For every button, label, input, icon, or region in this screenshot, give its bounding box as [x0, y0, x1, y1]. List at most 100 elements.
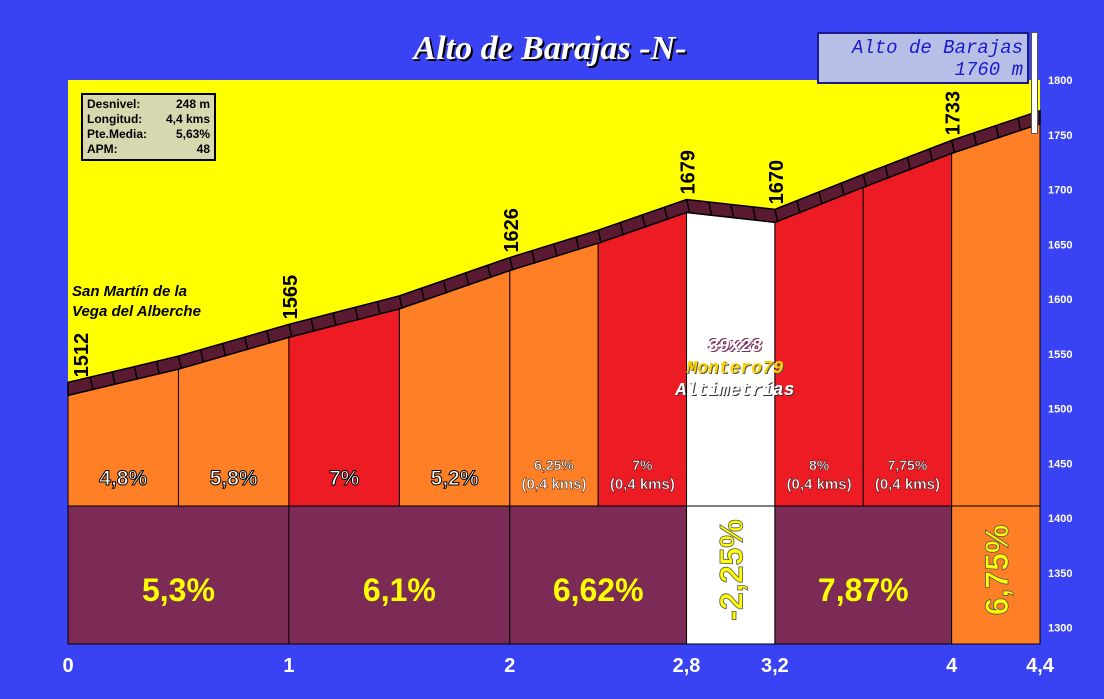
road-tick	[221, 343, 227, 357]
elevation-label: 1733	[943, 91, 965, 136]
segment-length-label: (0,4 kms)	[787, 476, 852, 493]
road-tick	[354, 307, 359, 321]
pass-altitude: 1760 m	[954, 59, 1023, 81]
km-band	[67, 505, 1041, 645]
y-tick-label: 1450	[1048, 458, 1072, 470]
segment-grade-label: 7%	[329, 467, 360, 490]
y-tick-label: 1650	[1048, 239, 1072, 251]
info-label: Pte.Media:	[87, 127, 148, 141]
road-tick	[420, 288, 426, 302]
segment-grade-label: 8%	[809, 457, 830, 473]
x-tick-label: 1	[283, 655, 294, 677]
road-tick	[133, 366, 139, 380]
y-tick-label: 1400	[1048, 513, 1072, 525]
km-grade-label: 7,87%	[818, 572, 909, 608]
road-tick	[243, 336, 249, 351]
start-location-line: Vega del Alberche	[72, 303, 201, 320]
road-tick	[752, 206, 757, 221]
road-tick	[1017, 118, 1022, 132]
info-label: Longitud:	[87, 112, 143, 126]
road-tick	[796, 200, 801, 214]
km-grade-label: 6,62%	[553, 572, 644, 608]
chart-title: Alto de Barajas -N-	[413, 30, 687, 67]
x-tick-label: 4,4	[1026, 655, 1055, 677]
info-value: 4,4 kms	[165, 112, 210, 126]
road-tick	[111, 371, 116, 386]
pass-name: Alto de Barajas	[851, 37, 1023, 59]
y-tick-label: 1700	[1048, 185, 1072, 197]
road-tick	[288, 324, 293, 338]
road-tick	[89, 376, 94, 391]
point-labels: 1512 1565 1626 1679 1670 1733	[71, 91, 965, 378]
x-tick-label: 3,2	[761, 655, 789, 677]
watermark-line: 39x28	[707, 337, 762, 357]
km-grade-label: 6,75%	[979, 525, 1015, 616]
road-band	[67, 109, 1041, 397]
km-labels: 5,3% 6,1% 6,62% -2,25% 7,87% 6,75%	[142, 519, 1015, 621]
segment-length-label: (0,4 kms)	[875, 476, 940, 493]
km-grade-label: 5,3%	[142, 572, 215, 608]
road-tick	[199, 349, 205, 363]
y-tick-label: 1800	[1048, 75, 1072, 87]
segment-grade-label: 7,75%	[888, 457, 928, 473]
road-tick	[509, 257, 514, 271]
y-tick-label: 1500	[1048, 404, 1072, 416]
road-tick	[575, 236, 580, 251]
info-value: 5,63%	[175, 127, 210, 141]
road-tick	[641, 214, 647, 229]
road-tick	[707, 201, 713, 216]
road-tick	[177, 355, 183, 370]
road-tick	[972, 132, 978, 147]
x-tick-label: 0	[62, 655, 73, 677]
km-segment	[288, 505, 511, 645]
road-tick	[531, 250, 536, 264]
x-axis: 0 1 2 2,8 3,2 4 4,4	[62, 655, 1054, 677]
y-tick-label: 1350	[1048, 568, 1072, 580]
info-row-apm: APM: 48	[87, 142, 210, 157]
road-tick	[884, 165, 890, 180]
y-tick-label: 1600	[1048, 294, 1072, 306]
info-row-pendiente: Pte.Media: 5,63%	[87, 127, 210, 142]
start-location-line: San Martín de la	[72, 283, 188, 300]
road-tick	[619, 222, 625, 236]
x-tick-label: 2	[504, 655, 515, 677]
y-tick-label: 1300	[1048, 623, 1072, 635]
road-tick	[862, 174, 868, 188]
km-segment	[686, 505, 776, 645]
road-tick	[398, 295, 404, 310]
road-tick	[597, 230, 602, 244]
road-tick	[266, 330, 271, 344]
segment-grade-label: 7%	[632, 457, 653, 473]
road-tick	[553, 243, 558, 258]
segment-fill	[862, 152, 953, 507]
road-tick	[486, 265, 492, 279]
pass-summary-box: Alto de Barajas 1760 m	[817, 32, 1029, 84]
road-tick	[464, 272, 470, 287]
watermark-line: Montero79	[686, 359, 784, 379]
road-tick	[995, 125, 1000, 139]
info-value: 248 m	[175, 97, 210, 111]
km-grade-label: -2,25%	[714, 519, 750, 620]
watermark: 39x28 Montero79 Altimetrías	[600, 336, 870, 402]
segment-grade-label: 6,25%	[534, 457, 574, 473]
info-row-desnivel: Desnivel: 248 m	[87, 97, 210, 112]
road-strip	[67, 109, 1041, 397]
segment-labels: 4,8% 5,8% 7% 5,2% 6,25% (0,4 kms) 7% (0,4 kms) 8…	[99, 457, 940, 493]
road-tick	[906, 157, 912, 171]
road-tick	[442, 280, 448, 294]
info-label: APM:	[87, 142, 118, 156]
km-grade-label: 6,1%	[363, 572, 436, 608]
segment-fills	[67, 123, 1041, 507]
elevation-label: 1626	[501, 208, 523, 253]
road-tick	[155, 361, 161, 375]
y-axis: 1300 1350 1400 1450 1500 1550 1600 1650 1700 1750…	[1048, 75, 1072, 635]
road-tick	[310, 318, 315, 332]
info-box: Desnivel: 248 m Longitud: 4,4 kms Pte.Me…	[81, 93, 216, 161]
watermark-line: Altimetrías	[675, 381, 795, 401]
segment-grade-label: 5,2%	[431, 467, 479, 490]
y-tick-label: 1550	[1048, 349, 1072, 361]
x-tick-label: 2,8	[673, 655, 701, 677]
elevation-label: 1512	[71, 333, 93, 378]
road-tick	[663, 207, 669, 221]
